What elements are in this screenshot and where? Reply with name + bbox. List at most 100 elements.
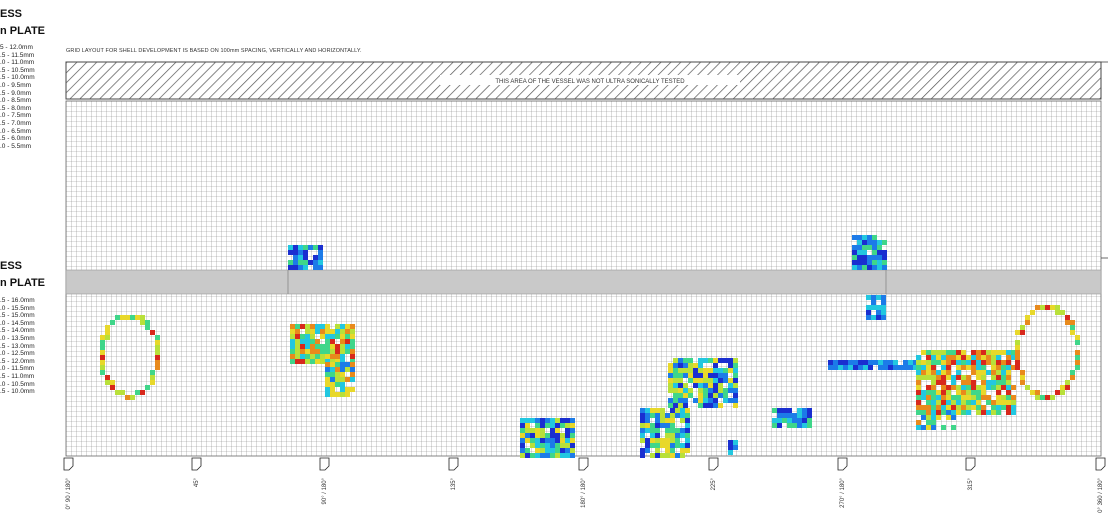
reading-cell <box>961 375 966 380</box>
reading-cell <box>931 380 936 385</box>
reading-cell <box>685 428 690 433</box>
reading-cell <box>926 385 931 390</box>
reading-cell <box>903 360 908 365</box>
reading-cell <box>941 425 946 430</box>
reading-cell <box>728 378 733 383</box>
reading-cell <box>976 405 981 410</box>
reading-cell <box>976 360 981 365</box>
reading-cell <box>971 350 976 355</box>
reading-cell <box>961 390 966 395</box>
reading-cell <box>560 438 565 443</box>
reading-cell <box>777 408 782 413</box>
reading-cell <box>330 367 335 372</box>
reading-cell <box>535 438 540 443</box>
reading-cell <box>867 265 872 270</box>
reading-cell <box>325 382 330 387</box>
reading-cell <box>655 408 660 413</box>
reading-cell <box>660 423 665 428</box>
reading-cell <box>350 377 355 382</box>
reading-cell <box>1045 395 1050 400</box>
reading-cell <box>921 360 926 365</box>
reading-cell <box>708 378 713 383</box>
reading-cell <box>688 363 693 368</box>
reading-cell <box>1015 355 1020 360</box>
reading-cell <box>1006 400 1011 405</box>
reading-cell <box>303 250 308 255</box>
reading-cell <box>966 360 971 365</box>
reading-cell <box>723 388 728 393</box>
reading-cell <box>298 250 303 255</box>
legend-entry: .0 - 14.5mm <box>0 319 35 327</box>
reading-cell <box>921 370 926 375</box>
reading-cell <box>838 365 843 370</box>
legend-entry: .5 - 11.0mm <box>0 372 35 380</box>
reading-cell <box>966 375 971 380</box>
reading-cell <box>640 433 645 438</box>
reading-cell <box>325 334 330 339</box>
reading-cell <box>315 349 320 354</box>
reading-cell <box>1045 305 1050 310</box>
reading-cell <box>718 388 723 393</box>
lower-plate-title: ESS n PLATE <box>0 260 45 289</box>
reading-cell <box>640 408 645 413</box>
reading-cell <box>1001 395 1006 400</box>
reading-cell <box>787 408 792 413</box>
reading-cell <box>665 433 670 438</box>
reading-cell <box>1070 375 1075 380</box>
reading-cell <box>713 398 718 403</box>
reading-cell <box>650 413 655 418</box>
reading-cell <box>871 295 876 300</box>
reading-cell <box>1070 330 1075 335</box>
reading-cell <box>135 315 140 320</box>
reading-cell <box>335 367 340 372</box>
reading-cell <box>728 445 733 450</box>
legend-entry: .0 - 15.5mm <box>0 304 35 312</box>
reading-cell <box>315 329 320 334</box>
reading-cell <box>1001 380 1006 385</box>
reading-cell <box>792 423 797 428</box>
reading-cell <box>325 354 330 359</box>
reading-cell <box>655 418 660 423</box>
marker-3: 135° <box>448 457 459 490</box>
reading-cell <box>688 358 693 363</box>
reading-cell <box>867 260 872 265</box>
reading-cell <box>305 329 310 334</box>
legend-entry: .0 - 7.5mm <box>0 112 32 120</box>
reading-cell <box>335 334 340 339</box>
reading-cell <box>640 423 645 428</box>
reading-cell <box>698 398 703 403</box>
reading-cell <box>655 453 660 458</box>
reading-cell <box>683 383 688 388</box>
reading-cell <box>1075 350 1080 355</box>
reading-cell <box>862 240 867 245</box>
reading-cell <box>852 235 857 240</box>
reading-cell <box>673 373 678 378</box>
reading-cell <box>555 433 560 438</box>
reading-cell <box>728 383 733 388</box>
reading-cell <box>140 390 145 395</box>
reading-cell <box>956 400 961 405</box>
reading-cell <box>921 425 926 430</box>
reading-cell <box>678 378 683 383</box>
marker-2: 90° / 180° <box>319 457 330 504</box>
reading-cell <box>708 358 713 363</box>
reading-cell <box>345 349 350 354</box>
legend-entry: .5 - 10.5mm <box>0 66 35 74</box>
reading-cell <box>120 315 125 320</box>
reading-cell <box>675 443 680 448</box>
reading-cell <box>550 418 555 423</box>
reading-cell <box>698 393 703 398</box>
reading-cell <box>673 398 678 403</box>
reading-cell <box>1060 390 1065 395</box>
reading-cell <box>673 388 678 393</box>
reading-cell <box>665 443 670 448</box>
reading-cell <box>150 375 155 380</box>
reading-cell <box>668 388 673 393</box>
reading-cell <box>1001 360 1006 365</box>
reading-cell <box>966 380 971 385</box>
reading-cell <box>345 329 350 334</box>
reading-cell <box>335 324 340 329</box>
reading-cell <box>996 380 1001 385</box>
reading-cell <box>140 315 145 320</box>
reading-cell <box>857 250 862 255</box>
